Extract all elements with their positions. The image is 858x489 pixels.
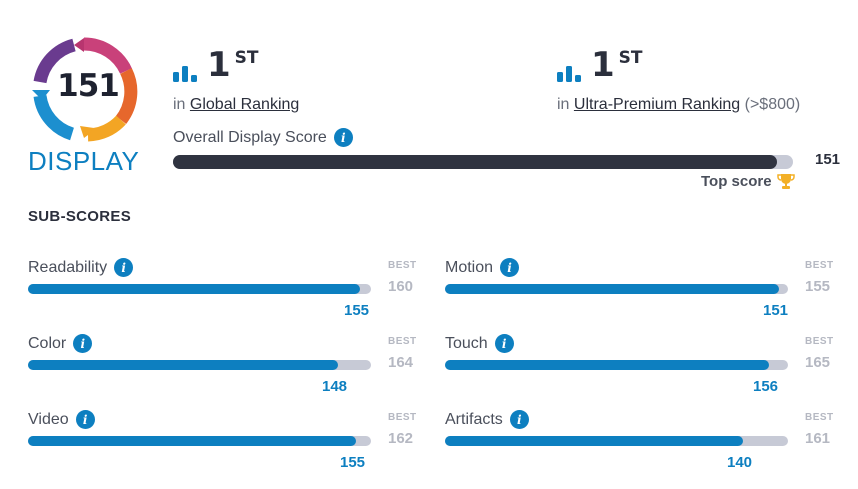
subscore-bar <box>28 360 371 370</box>
subscore-name: Touch <box>445 334 488 352</box>
bar-chart-icon <box>557 66 581 82</box>
best-label: BEST <box>388 412 417 423</box>
rank-prefix: in <box>557 96 570 113</box>
best-label: BEST <box>805 260 834 271</box>
subscore-fill <box>445 284 779 294</box>
best-label: BEST <box>805 412 834 423</box>
info-icon[interactable]: i <box>509 410 529 429</box>
subscore-label: Color i <box>28 334 93 353</box>
best-value: 165 <box>805 354 831 371</box>
top-score-badge: Top score <box>701 173 795 190</box>
info-icon[interactable]: i <box>500 258 520 277</box>
logo-score: 151 <box>57 68 120 104</box>
best-value: 155 <box>805 278 831 295</box>
info-icon[interactable]: i <box>73 334 93 353</box>
ultra-premium-ranking: 1 ST in Ultra-Premium Ranking (>$800) <box>557 46 800 114</box>
subscore-fill <box>445 360 769 370</box>
subscore-value: 140 <box>727 454 753 471</box>
subscore-value: 156 <box>753 378 779 395</box>
subscore-label: Video i <box>28 410 95 429</box>
top-score-label: Top score <box>701 173 772 190</box>
subscore-value: 155 <box>340 454 366 471</box>
info-icon[interactable]: i <box>333 128 353 147</box>
rank-suffix: ST <box>234 48 259 68</box>
overall-score-fill <box>173 155 777 169</box>
subscore-value: 151 <box>763 302 789 319</box>
subscore-bar <box>445 284 788 294</box>
rank-suffix: ST <box>618 48 643 68</box>
subscore-fill <box>445 436 743 446</box>
overall-score-label: Overall Display Score i <box>173 128 353 147</box>
best-value: 162 <box>388 430 414 447</box>
subscore-fill <box>28 360 338 370</box>
subscore-value: 155 <box>344 302 370 319</box>
subscore-motion: Motion i BEST 155 151 <box>445 258 835 328</box>
subscore-video: Video i BEST 162 155 <box>28 410 418 480</box>
info-icon[interactable]: i <box>75 410 95 429</box>
subscore-bar <box>28 436 371 446</box>
price-range: (>$800) <box>744 96 801 113</box>
display-score-logo: 151 DISPLAY <box>28 34 140 176</box>
subscore-name: Motion <box>445 258 494 276</box>
best-value: 160 <box>388 278 414 295</box>
score-ring-icon <box>32 37 138 142</box>
global-ranking-link[interactable]: Global Ranking <box>189 96 300 113</box>
subscore-fill <box>28 436 356 446</box>
subscore-label: Motion i <box>445 258 520 277</box>
overall-score-bar <box>173 155 793 169</box>
subscore-label: Readability i <box>28 258 134 277</box>
trophy-icon <box>776 174 795 189</box>
subscore-touch: Touch i BEST 165 156 <box>445 334 835 404</box>
subscore-value: 148 <box>322 378 348 395</box>
overall-score-value: 151 <box>815 151 841 168</box>
sub-scores-title: SUB-SCORES <box>28 208 132 225</box>
subscore-bar <box>28 284 371 294</box>
subscore-label: Touch i <box>445 334 514 353</box>
subscore-name: Video <box>28 410 69 428</box>
info-icon[interactable]: i <box>494 334 514 353</box>
ultra-premium-ranking-link[interactable]: Ultra-Premium Ranking <box>573 96 741 113</box>
best-label: BEST <box>388 336 417 347</box>
info-icon[interactable]: i <box>114 258 134 277</box>
logo-label: DISPLAY <box>28 146 140 176</box>
subscore-readability: Readability i BEST 160 155 <box>28 258 418 328</box>
subscore-color: Color i BEST 164 148 <box>28 334 418 404</box>
rank-number: 1 <box>591 45 615 85</box>
best-label: BEST <box>805 336 834 347</box>
subscore-fill <box>28 284 360 294</box>
overall-score-title: Overall Display Score <box>173 128 327 146</box>
rank-number: 1 <box>207 45 231 85</box>
bar-chart-icon <box>173 66 197 82</box>
subscore-bar <box>445 360 788 370</box>
best-value: 161 <box>805 430 831 447</box>
subscore-name: Artifacts <box>445 410 503 428</box>
global-ranking: 1 ST in Global Ranking <box>173 46 299 114</box>
best-value: 164 <box>388 354 414 371</box>
best-label: BEST <box>388 260 417 271</box>
subscore-bar <box>445 436 788 446</box>
subscore-name: Color <box>28 334 67 352</box>
subscore-name: Readability <box>28 258 108 276</box>
rank-prefix: in <box>173 96 186 113</box>
subscore-label: Artifacts i <box>445 410 529 429</box>
subscore-artifacts: Artifacts i BEST 161 140 <box>445 410 835 480</box>
